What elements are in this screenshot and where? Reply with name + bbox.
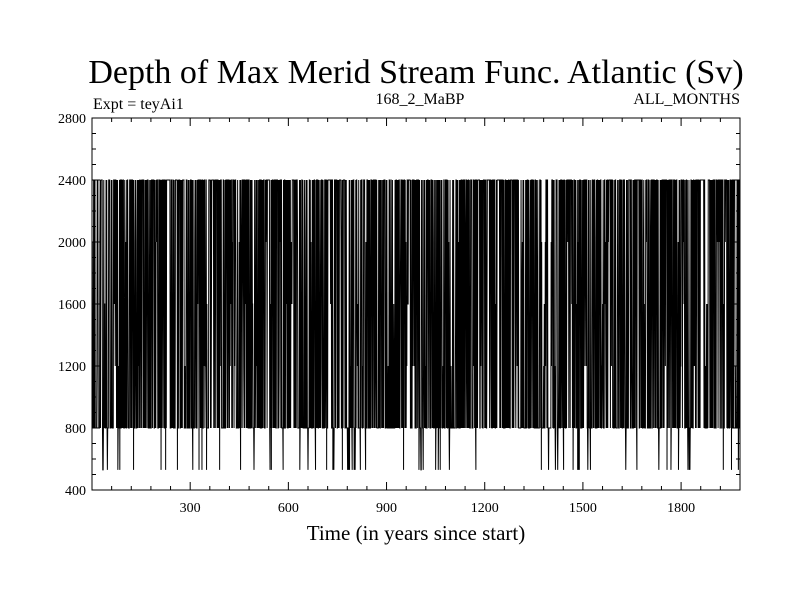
y-tick-label: 800 xyxy=(65,422,86,437)
x-tick-label: 900 xyxy=(376,501,397,516)
plot-area xyxy=(91,179,741,471)
y-tick-label: 1600 xyxy=(58,298,86,313)
chart-subtitle-center: 168_2_MaBP xyxy=(376,91,465,108)
chart-subtitle-left: Expt = teyAi1 xyxy=(93,96,184,113)
chart-subtitle-right: ALL_MONTHS xyxy=(633,91,740,108)
y-tick-label: 1200 xyxy=(58,360,86,375)
y-tick-label: 400 xyxy=(65,484,86,499)
series-line xyxy=(91,179,741,471)
chart-title: Depth of Max Merid Stream Func. Atlantic… xyxy=(88,54,743,91)
x-axis-label: Time (in years since start) xyxy=(307,521,526,545)
x-tick-label: 1500 xyxy=(569,501,597,516)
axes: 400 800 1200 1600 2000 2400 2800 300 600 900 1200 1… xyxy=(58,112,741,516)
y-tick-label: 2000 xyxy=(58,236,86,251)
y-tick-label: 2800 xyxy=(58,112,86,127)
x-tick-label: 1800 xyxy=(667,501,695,516)
x-tick-label: 1200 xyxy=(471,501,499,516)
x-tick-label: 300 xyxy=(180,501,201,516)
x-tick-label: 600 xyxy=(278,501,299,516)
y-tick-label: 2400 xyxy=(58,174,86,189)
